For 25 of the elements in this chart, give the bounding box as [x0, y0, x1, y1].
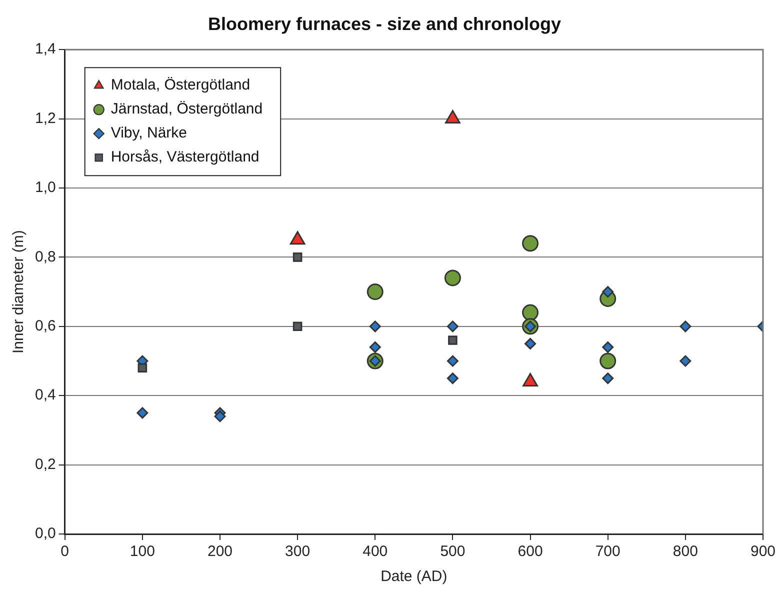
y-tick-label: 0,2: [34, 456, 56, 473]
legend-label: Motala, Östergötland: [110, 76, 250, 94]
x-tick-label: 300: [285, 543, 310, 560]
x-tick-label: 700: [595, 543, 620, 560]
x-tick-label: 100: [130, 543, 155, 560]
legend-label: Viby, Närke: [110, 124, 188, 142]
y-tick-label: 1,0: [34, 179, 56, 196]
x-tick-label: 400: [362, 543, 388, 560]
x-tick-label: 900: [750, 543, 776, 560]
y-axis-title: Inner diameter (m): [10, 230, 28, 354]
chart-title: Bloomery furnaces - size and chronology: [208, 14, 562, 34]
x-tick-label: 800: [672, 543, 698, 560]
y-tick-label: 0,0: [34, 525, 56, 542]
legend-label: Horsås, Västergötland: [110, 148, 260, 166]
x-tick-label: 500: [440, 543, 466, 560]
legend-label: Järnstad, Östergötland: [110, 100, 263, 118]
y-tick-label: 0,6: [34, 318, 56, 335]
x-tick-label: 200: [207, 543, 233, 560]
y-tick-label: 1,2: [34, 110, 56, 127]
y-tick-label: 0,8: [34, 248, 56, 266]
x-tick-label: 0: [60, 543, 70, 560]
y-tick-label: 1,4: [34, 40, 56, 58]
y-tick-label: 0,4: [34, 386, 56, 404]
x-tick-label: 600: [518, 543, 543, 560]
x-axis-title: Date (AD): [380, 568, 448, 586]
